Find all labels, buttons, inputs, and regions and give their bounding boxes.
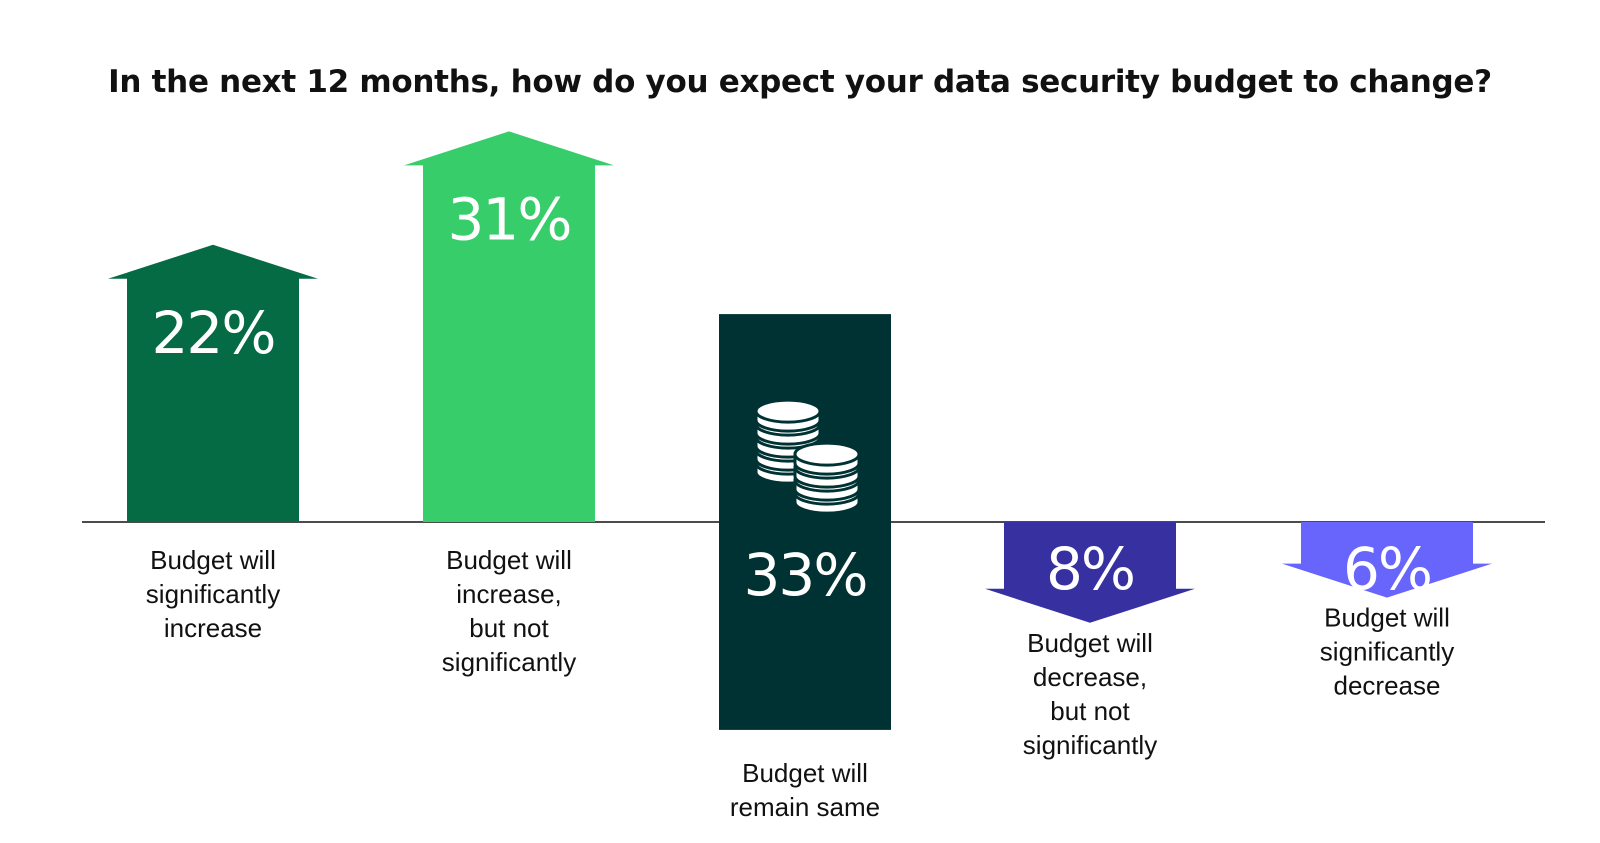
category-label-1-line-3: increase <box>164 613 262 643</box>
category-label-3-line-1: Budget will <box>742 758 868 788</box>
value-label-1: 22% <box>152 299 275 367</box>
bar-arrow-1 <box>108 244 318 523</box>
category-label-5-line-1: Budget will <box>1324 603 1450 633</box>
category-label-4-line-4: significantly <box>1023 730 1157 760</box>
category-label-2-line-2: increase, <box>456 579 562 609</box>
category-label-5-line-2: significantly <box>1320 637 1454 667</box>
category-label-2-line-3: but not <box>469 613 549 643</box>
value-label-5: 6% <box>1343 535 1431 603</box>
category-label-2-line-4: significantly <box>442 647 576 677</box>
category-label-4-line-3: but not <box>1050 696 1130 726</box>
value-label-2: 31% <box>448 185 571 253</box>
category-label-3-line-2: remain same <box>730 792 880 822</box>
category-label-1-line-1: Budget will <box>150 545 276 575</box>
category-label-5-line-3: decrease <box>1334 671 1441 701</box>
bar-arrow-4 <box>985 522 1195 623</box>
bar-box-3 <box>719 314 891 730</box>
category-label-4-line-1: Budget will <box>1027 628 1153 658</box>
chart-title: In the next 12 months, how do you expect… <box>108 64 1492 100</box>
coin-stacks-icon <box>754 398 861 515</box>
bar-arrow-5 <box>1282 522 1492 598</box>
value-label-3: 33% <box>744 541 867 609</box>
category-label-4-line-2: decrease, <box>1033 662 1147 692</box>
category-label-2-line-1: Budget will <box>446 545 572 575</box>
bar-arrow-2 <box>404 131 614 522</box>
value-label-4: 8% <box>1046 535 1134 603</box>
category-label-1-line-2: significantly <box>146 579 280 609</box>
